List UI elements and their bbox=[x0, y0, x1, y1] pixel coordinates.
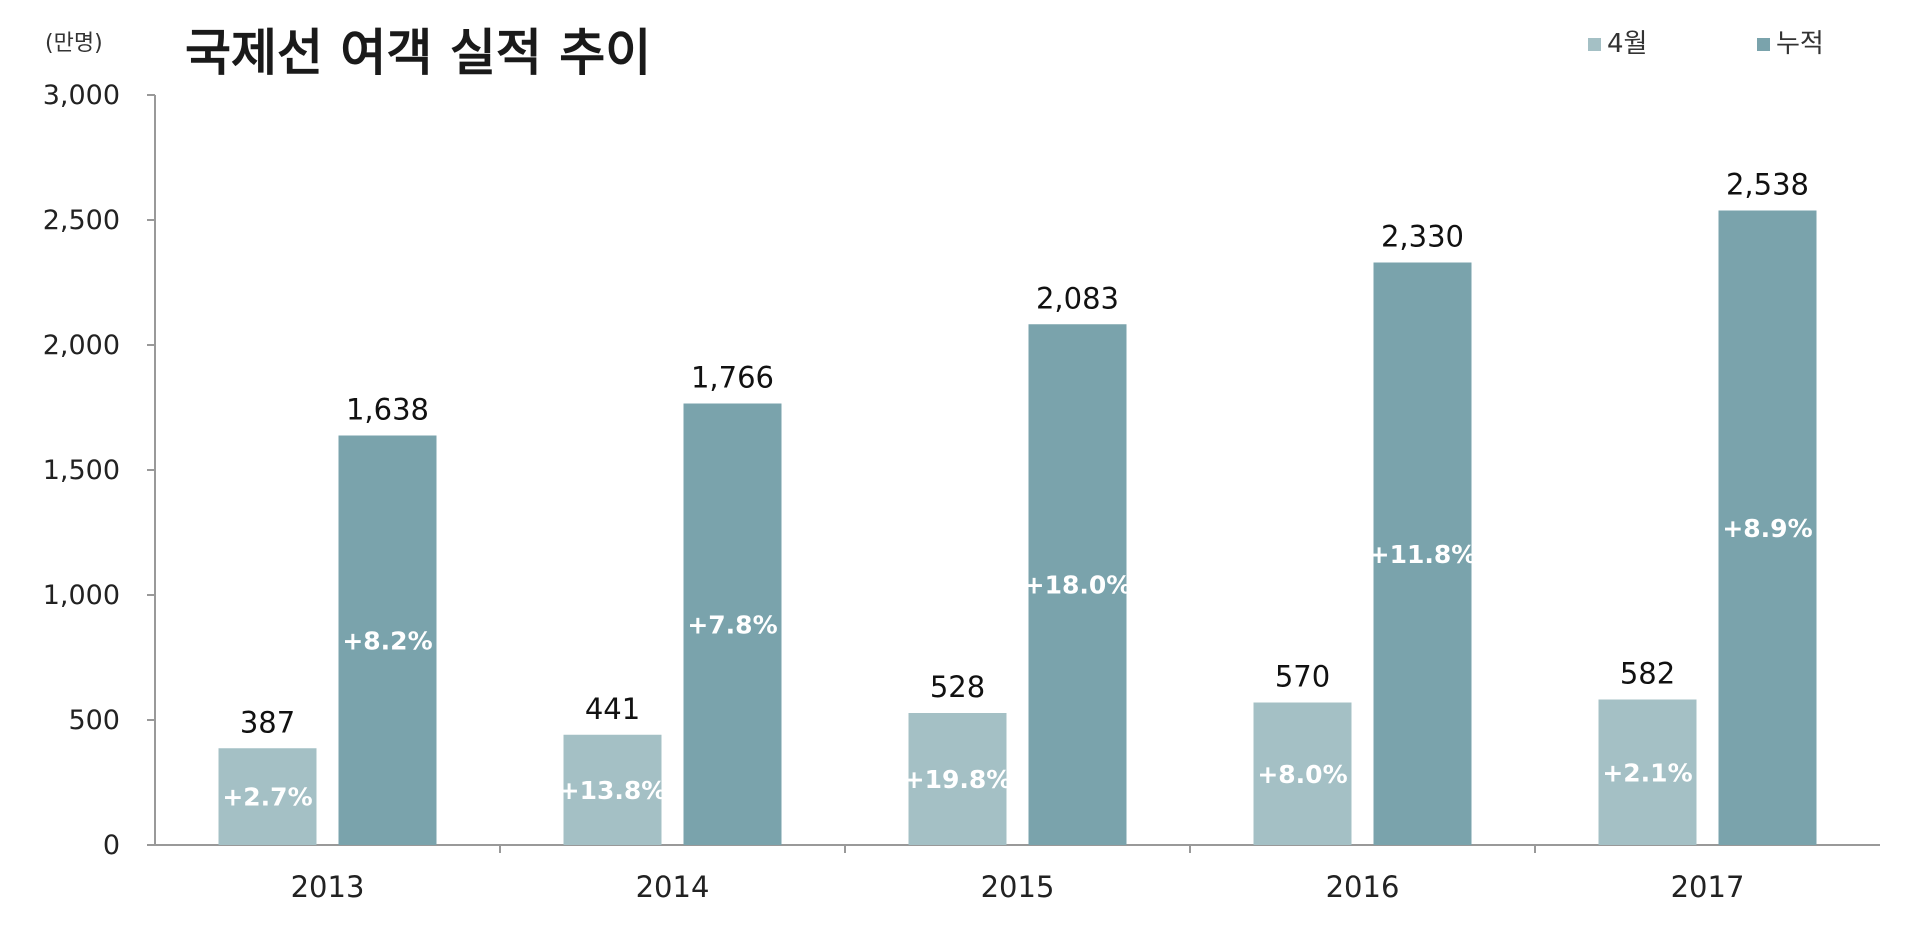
y-tick-label: 1,500 bbox=[43, 455, 120, 486]
bar-growth-label: +7.8% bbox=[687, 610, 777, 639]
bar-growth-label: +11.8% bbox=[1369, 540, 1477, 569]
x-tick-label: 2017 bbox=[1671, 870, 1745, 904]
bar-growth-label: +8.2% bbox=[342, 626, 432, 655]
y-tick-label: 2,500 bbox=[43, 205, 120, 236]
legend-label-april: 4월 bbox=[1607, 29, 1647, 59]
y-tick-label: 2,000 bbox=[43, 330, 120, 361]
bar-value-label: 528 bbox=[930, 670, 985, 704]
bar-april bbox=[1253, 702, 1352, 845]
bar-growth-label: +2.7% bbox=[222, 783, 312, 812]
chart-title: 국제선 여객 실적 추이 bbox=[185, 24, 651, 82]
bar-growth-label: +13.8% bbox=[559, 776, 667, 805]
y-axis-unit: (만명) bbox=[45, 31, 103, 56]
y-tick-label: 3,000 bbox=[43, 80, 120, 111]
bar-april bbox=[908, 713, 1007, 845]
bars: 387 +2.7% 1,638 +8.2% 441 +13.8% 1,766 +7.8% 528… bbox=[218, 168, 1817, 845]
x-tick-label: 2015 bbox=[981, 870, 1055, 904]
legend-swatch-cumulative bbox=[1757, 38, 1770, 51]
bar-cumulative bbox=[1373, 262, 1472, 845]
bar-april bbox=[1598, 699, 1697, 845]
bar-growth-label: +19.8% bbox=[904, 765, 1012, 794]
legend-label-cumulative: 누적 bbox=[1776, 29, 1824, 59]
x-tick-label: 2014 bbox=[636, 870, 710, 904]
bar-growth-label: +18.0% bbox=[1024, 571, 1132, 600]
bar-value-label: 2,538 bbox=[1726, 168, 1809, 202]
y-tick-label: 500 bbox=[68, 705, 120, 736]
bar-value-label: 570 bbox=[1275, 660, 1330, 694]
bar-cumulative bbox=[338, 435, 437, 845]
bar-value-label: 441 bbox=[585, 692, 640, 726]
legend: 4월 누적 bbox=[1588, 29, 1824, 59]
y-axis-ticks: 0 500 1,000 1,500 2,000 2,500 3,000 bbox=[43, 80, 155, 861]
y-tick-label: 0 bbox=[103, 830, 120, 861]
x-axis-labels: 2013 2014 2015 2016 2017 bbox=[291, 870, 1745, 904]
bar-value-label: 2,083 bbox=[1036, 281, 1119, 315]
y-tick-label: 1,000 bbox=[43, 580, 120, 611]
legend-swatch-april bbox=[1588, 38, 1601, 51]
x-tick-label: 2016 bbox=[1326, 870, 1400, 904]
bar-cumulative bbox=[683, 403, 782, 845]
bar-value-label: 387 bbox=[240, 705, 295, 739]
bar-growth-label: +8.0% bbox=[1257, 760, 1347, 789]
bar-april bbox=[218, 748, 317, 845]
bar-cumulative bbox=[1718, 210, 1817, 845]
bar-value-label: 582 bbox=[1620, 657, 1675, 691]
bar-value-label: 1,638 bbox=[346, 393, 429, 427]
bar-cumulative bbox=[1028, 324, 1127, 845]
bar-value-label: 1,766 bbox=[691, 361, 774, 395]
bar-value-label: 2,330 bbox=[1381, 220, 1464, 254]
bar-april bbox=[563, 734, 662, 845]
bar-growth-label: +8.9% bbox=[1722, 514, 1812, 543]
x-tick-label: 2013 bbox=[291, 870, 365, 904]
bar-growth-label: +2.1% bbox=[1602, 758, 1692, 787]
